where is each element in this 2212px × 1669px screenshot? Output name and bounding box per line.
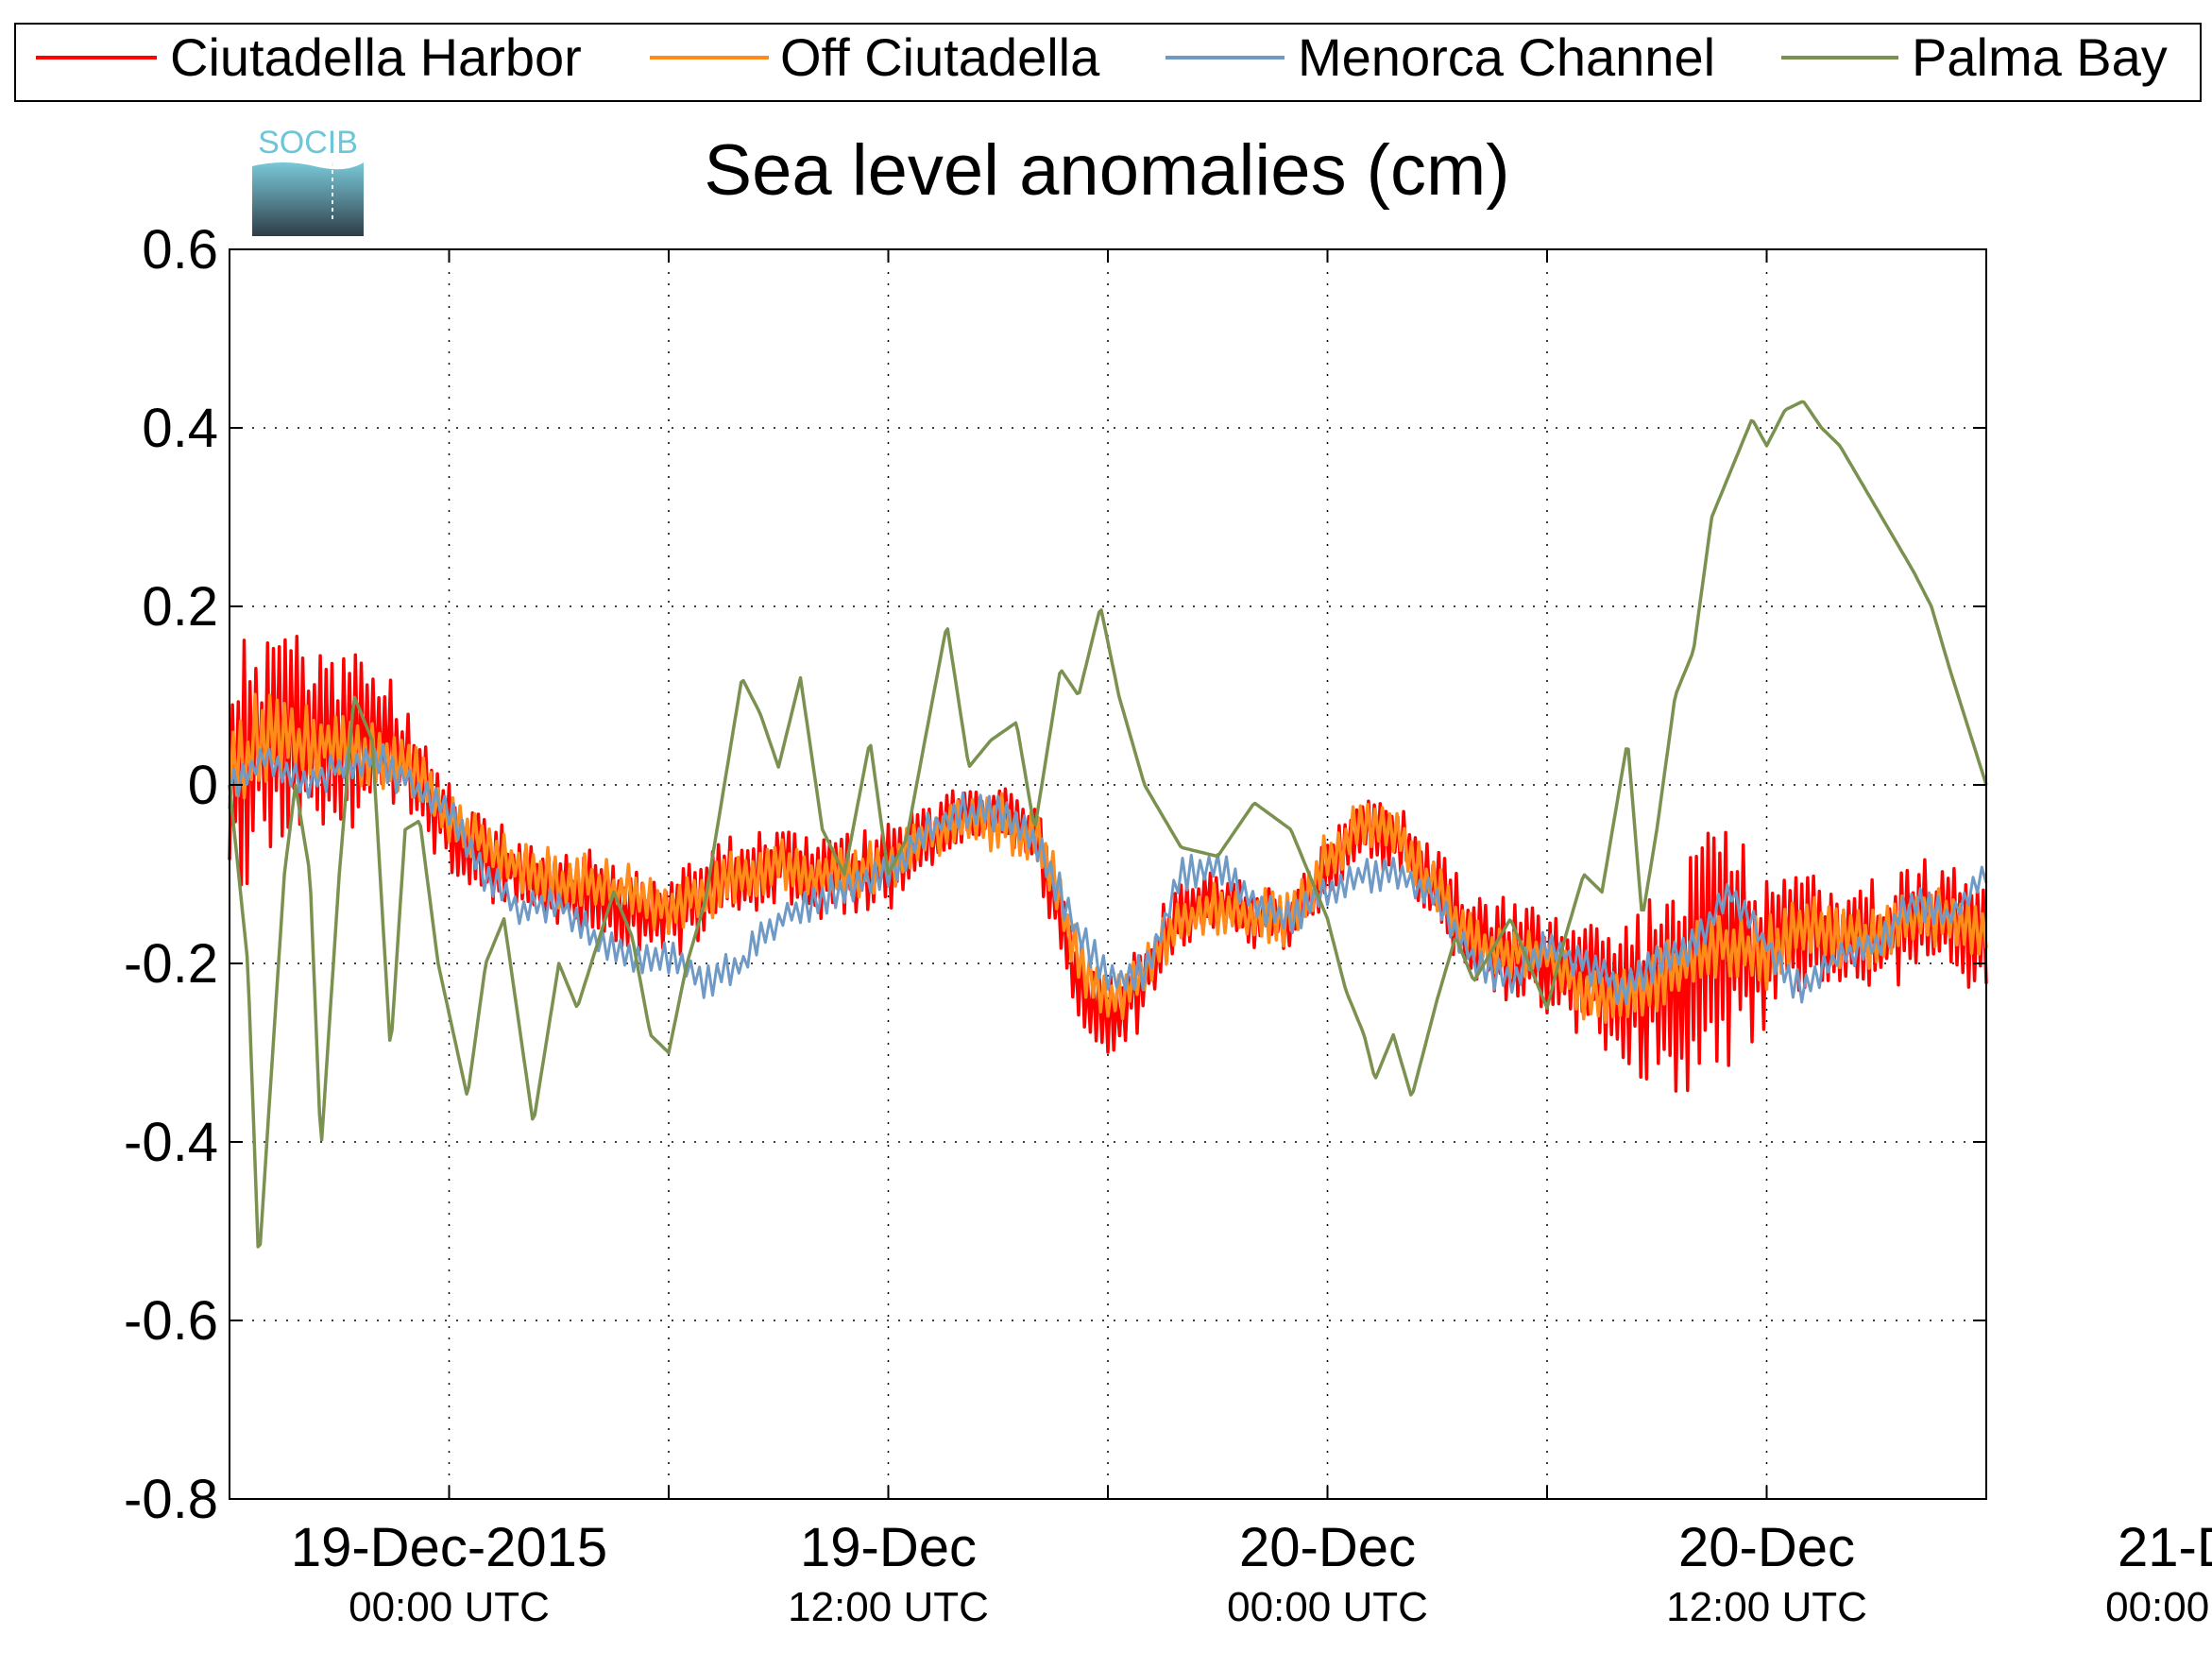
logo-wave-shape xyxy=(252,162,364,236)
x-tick-label-date: 19-Dec xyxy=(800,1517,977,1578)
y-tick-label: -0.8 xyxy=(124,1469,218,1530)
y-tick-label: 0.4 xyxy=(142,398,218,459)
y-axis-labels: -0.8 -0.6 -0.4 -0.2 0 0.2 0.4 0.6 xyxy=(124,219,218,1530)
x-tick-label-date: 20-Dec xyxy=(1678,1517,1855,1578)
legend-label-2: Menorca Channel xyxy=(1298,27,1715,87)
series-lines xyxy=(228,400,1988,1249)
x-axis-labels: 19-Dec-2015 00:00 UTC 19-Dec 12:00 UTC 20-De… xyxy=(291,1517,2212,1630)
series-line-ciutadella-harbor xyxy=(228,635,1988,1093)
logo-text: SOCIB xyxy=(258,125,358,161)
y-tick-label: 0 xyxy=(188,755,218,816)
chart-title: Sea level anomalies (cm) xyxy=(704,130,1509,211)
x-tick-label-time: 12:00 UTC xyxy=(788,1584,989,1630)
y-tick-label: -0.2 xyxy=(124,933,218,995)
legend-frame xyxy=(14,23,2202,102)
legend-item-1[interactable]: Off Ciutadella xyxy=(650,27,1100,87)
x-tick-label-date: 20-Dec xyxy=(1239,1517,1416,1578)
x-tick-label-time: 00:00 UTC xyxy=(2105,1584,2212,1630)
x-tick-label-time: 00:00 UTC xyxy=(349,1584,550,1630)
y-tick-label: 0.2 xyxy=(142,576,218,638)
legend-label-1: Off Ciutadella xyxy=(780,27,1100,87)
x-tick-label-date: 21-Dec xyxy=(2118,1517,2212,1578)
series-line-off-ciutadella xyxy=(228,692,1988,1024)
x-tick-label-date: 19-Dec-2015 xyxy=(291,1517,607,1578)
plot-area: -0.8 -0.6 -0.4 -0.2 0 0.2 0.4 0.6 19-Dec-2015 00… xyxy=(124,219,2212,1630)
y-tick-label: -0.6 xyxy=(124,1290,218,1352)
axis-ticks xyxy=(230,248,1986,1500)
legend-item-3[interactable]: Palma Bay xyxy=(1781,27,2168,87)
series-line-menorca-channel xyxy=(228,742,1988,1006)
legend-label-0: Ciutadella Harbor xyxy=(170,27,582,87)
x-tick-label-time: 12:00 UTC xyxy=(1666,1584,1867,1630)
legend-item-2[interactable]: Menorca Channel xyxy=(1166,27,1715,87)
x-tick-label-time: 00:00 UTC xyxy=(1227,1584,1428,1630)
legend: Ciutadella Harbor Off Ciutadella Menorca… xyxy=(14,23,2202,102)
y-tick-label: 0.6 xyxy=(142,219,218,281)
y-tick-label: -0.4 xyxy=(124,1112,218,1173)
legend-item-0[interactable]: Ciutadella Harbor xyxy=(36,27,582,87)
legend-label-3: Palma Bay xyxy=(1912,27,2168,87)
socib-logo: SOCIB xyxy=(252,125,364,236)
series-line-palma-bay xyxy=(228,400,1988,1249)
